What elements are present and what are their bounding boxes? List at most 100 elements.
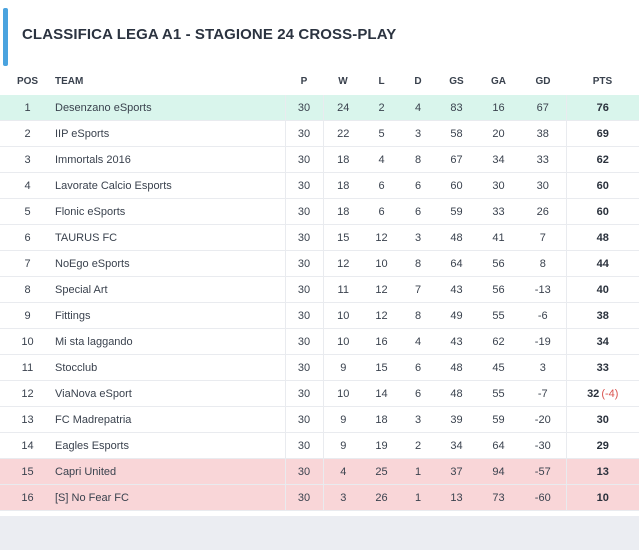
header-goal-difference: GD — [535, 76, 551, 87]
cell-goal-difference: 67 — [520, 95, 566, 121]
cell-team[interactable]: Mi sta laggando — [55, 328, 285, 355]
header-draws: D — [414, 76, 422, 87]
cell-draws: 4 — [400, 328, 436, 355]
cell-team[interactable]: Fittings — [55, 302, 285, 329]
cell-points: 69 — [565, 120, 639, 147]
header-goals-scored: GS — [449, 76, 464, 87]
cell-team[interactable]: ViaNova eSport — [55, 380, 285, 407]
cell-draws: 4 — [400, 95, 436, 121]
cell-goals-against: 73 — [477, 484, 520, 511]
cell-wins: 15 — [322, 224, 363, 251]
cell-played: 30 — [284, 432, 323, 459]
cell-pos: 13 — [0, 406, 55, 433]
cell-draws: 3 — [400, 224, 436, 251]
cell-team[interactable]: Flonic eSports — [55, 198, 285, 225]
cell-team[interactable]: Stocclub — [55, 354, 285, 381]
cell-goals-scored: 83 — [436, 95, 477, 121]
cell-losses: 6 — [363, 172, 400, 199]
cell-goals-scored: 67 — [436, 146, 477, 173]
cell-team[interactable]: [S] No Fear FC — [55, 484, 285, 511]
cell-team[interactable]: Special Art — [55, 276, 285, 303]
header-played: P — [300, 76, 308, 87]
table-row: 5 Flonic eSports 30 18 6 6 59 33 26 60 — [0, 198, 639, 225]
cell-wins: 10 — [322, 302, 363, 329]
cell-losses: 12 — [363, 224, 400, 251]
cell-goal-difference: -57 — [520, 458, 566, 485]
table-row: 3 Immortals 2016 30 18 4 8 67 34 33 62 — [0, 146, 639, 173]
cell-goals-against: 55 — [477, 380, 520, 407]
cell-points: 33 — [565, 354, 639, 381]
cell-goal-difference: -19 — [520, 328, 566, 355]
cell-goals-scored: 48 — [436, 224, 477, 251]
standings-table: POS TEAM P W L D GS GA GD PTS 1 Desenzano… — [0, 68, 639, 511]
header-goals-against: GA — [491, 76, 506, 87]
table-row: 13 FC Madrepatria 30 9 18 3 39 59 -20 30 — [0, 406, 639, 433]
cell-draws: 1 — [400, 458, 436, 485]
cell-pos: 6 — [0, 224, 55, 251]
table-row: 6 TAURUS FC 30 15 12 3 48 41 7 48 — [0, 224, 639, 251]
cell-wins: 12 — [322, 250, 363, 277]
cell-wins: 18 — [322, 172, 363, 199]
cell-points: 13 — [565, 458, 639, 485]
cell-pos: 11 — [0, 354, 55, 381]
cell-goal-difference: 8 — [520, 250, 566, 277]
cell-wins: 22 — [322, 120, 363, 147]
cell-pos: 3 — [0, 146, 55, 173]
cell-goals-against: 56 — [477, 276, 520, 303]
cell-losses: 14 — [363, 380, 400, 407]
title-bar: CLASSIFICA LEGA A1 - STAGIONE 24 CROSS-P… — [0, 0, 639, 68]
cell-pos: 5 — [0, 198, 55, 225]
cell-losses: 16 — [363, 328, 400, 355]
cell-team[interactable]: Lavorate Calcio Esports — [55, 172, 285, 199]
table-row: 15 Capri United 30 4 25 1 37 94 -57 13 — [0, 458, 639, 485]
cell-goals-scored: 60 — [436, 172, 477, 199]
cell-draws: 2 — [400, 432, 436, 459]
cell-wins: 18 — [322, 146, 363, 173]
cell-goals-against: 56 — [477, 250, 520, 277]
cell-team[interactable]: Immortals 2016 — [55, 146, 285, 173]
cell-played: 30 — [284, 276, 323, 303]
cell-played: 30 — [284, 198, 323, 225]
header-losses: L — [378, 76, 385, 87]
cell-draws: 6 — [400, 172, 436, 199]
standings-body: 1 Desenzano eSports 30 24 2 4 83 16 67 76 2 IIP eSp… — [0, 95, 639, 511]
cell-goal-difference: 26 — [520, 198, 566, 225]
cell-points: 32 (-4) — [565, 380, 639, 407]
cell-goal-difference: 7 — [520, 224, 566, 251]
cell-draws: 8 — [400, 302, 436, 329]
cell-losses: 25 — [363, 458, 400, 485]
title-accent-bar — [3, 8, 8, 66]
cell-losses: 6 — [363, 198, 400, 225]
cell-draws: 6 — [400, 198, 436, 225]
cell-played: 30 — [284, 146, 323, 173]
cell-wins: 3 — [322, 484, 363, 511]
table-row: 11 Stocclub 30 9 15 6 48 45 3 33 — [0, 354, 639, 381]
cell-goals-against: 33 — [477, 198, 520, 225]
cell-team[interactable]: NoEgo eSports — [55, 250, 285, 277]
cell-goals-against: 62 — [477, 328, 520, 355]
cell-goal-difference: 30 — [520, 172, 566, 199]
cell-team[interactable]: Eagles Esports — [55, 432, 285, 459]
cell-wins: 11 — [322, 276, 363, 303]
table-row: 1 Desenzano eSports 30 24 2 4 83 16 67 76 — [0, 95, 639, 121]
cell-team[interactable]: TAURUS FC — [55, 224, 285, 251]
cell-played: 30 — [284, 458, 323, 485]
table-row: 8 Special Art 30 11 12 7 43 56 -13 40 — [0, 276, 639, 303]
points-value: 60 — [596, 205, 609, 218]
cell-losses: 19 — [363, 432, 400, 459]
cell-losses: 26 — [363, 484, 400, 511]
cell-team[interactable]: Desenzano eSports — [55, 95, 285, 121]
cell-pos: 15 — [0, 458, 55, 485]
cell-goal-difference: -13 — [520, 276, 566, 303]
cell-played: 30 — [284, 380, 323, 407]
cell-losses: 12 — [363, 276, 400, 303]
cell-team[interactable]: FC Madrepatria — [55, 406, 285, 433]
cell-pos: 7 — [0, 250, 55, 277]
cell-team[interactable]: Capri United — [55, 458, 285, 485]
cell-goal-difference: 3 — [520, 354, 566, 381]
cell-wins: 10 — [322, 380, 363, 407]
cell-played: 30 — [284, 328, 323, 355]
cell-wins: 9 — [322, 354, 363, 381]
standings-card: CLASSIFICA LEGA A1 - STAGIONE 24 CROSS-P… — [0, 0, 639, 516]
cell-team[interactable]: IIP eSports — [55, 120, 285, 147]
